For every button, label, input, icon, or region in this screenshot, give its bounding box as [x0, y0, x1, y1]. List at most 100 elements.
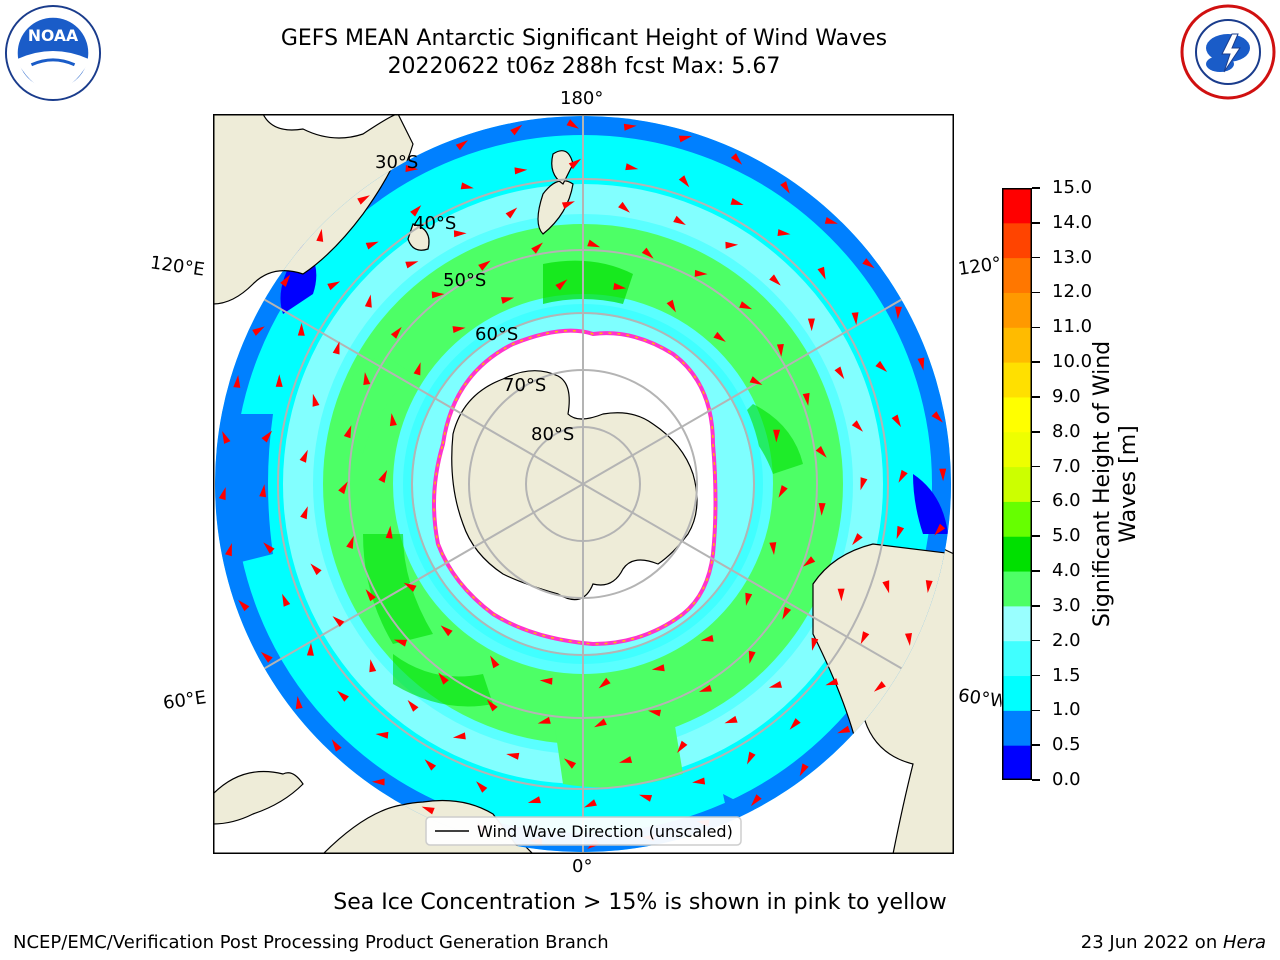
colorbar-tick-mark: [1032, 779, 1040, 781]
colorbar-tick-label: 6.0: [1052, 490, 1081, 512]
wave-direction-arrow: [260, 651, 273, 663]
colorbar-tick-label: 8.0: [1052, 420, 1081, 442]
colorbar-segment: [1002, 675, 1032, 711]
wave-direction-arrow: [824, 217, 838, 224]
wave-direction-arrow: [312, 393, 320, 407]
wave-direction-arrow: [505, 207, 518, 219]
colorbar-tick-label: 15.0: [1052, 177, 1093, 198]
antarctica: [451, 370, 698, 601]
colorbar-segment: [1002, 257, 1032, 293]
wave-direction-arrow: [555, 279, 568, 291]
wave-direction-arrow: [713, 331, 726, 342]
wave-direction-arrow: [725, 241, 739, 249]
wave-direction-arrow: [934, 523, 946, 536]
colorbar-tick-mark: [1032, 187, 1040, 189]
lat-label-40s: 40°S: [413, 213, 456, 234]
colorbar-tick-mark: [1032, 465, 1040, 468]
colorbar-tick-label: 5.0: [1052, 525, 1081, 547]
colorbar-tick-mark: [1032, 709, 1040, 712]
wave-direction-arrow: [455, 140, 468, 151]
wave-direction-arrow: [527, 796, 541, 804]
wave-direction-arrow: [365, 589, 376, 602]
wave-direction-arrow: [233, 375, 241, 388]
wave-direction-arrow: [619, 756, 633, 763]
wave-direction-arrow: [584, 799, 597, 808]
wave-direction-arrow: [364, 294, 372, 308]
colorbar-tick-mark: [1032, 639, 1040, 642]
wave-direction-arrow: [506, 752, 520, 760]
wave-direction-arrow: [739, 301, 753, 310]
wave-direction-arrow: [218, 487, 226, 501]
wave-direction-arrow: [750, 794, 762, 807]
wave-direction-arrow: [410, 205, 422, 217]
wave-direction-arrow: [252, 326, 265, 336]
wave-direction-arrow: [452, 326, 466, 333]
wave-direction-arrow: [613, 282, 627, 290]
wind-wave-arrows: [218, 119, 947, 849]
wave-direction-arrow: [780, 181, 790, 194]
colorbar: [1002, 188, 1032, 780]
wave-direction-arrow: [837, 725, 851, 734]
wave-direction-arrow: [385, 525, 393, 539]
wave-direction-arrow: [460, 182, 474, 190]
wave-direction-arrow: [413, 362, 421, 376]
wave-direction-arrow: [476, 781, 488, 793]
wave-direction-arrow: [799, 763, 809, 777]
lon-label-120e: 120°E: [148, 252, 206, 281]
wave-direction-arrow: [625, 163, 639, 171]
wave-direction-arrow: [873, 681, 886, 692]
wave-direction-arrow: [343, 425, 352, 439]
wave-direction-arrow: [862, 258, 875, 269]
colorbar-segment: [1002, 188, 1032, 224]
wave-direction-arrow: [375, 731, 389, 739]
wave-direction-arrow: [431, 291, 445, 299]
wave-direction-arrow: [882, 580, 890, 594]
wave-direction-arrow: [769, 542, 777, 555]
wave-direction-arrow: [692, 777, 706, 785]
wave-direction-arrow: [259, 484, 267, 498]
colorbar-tick-mark: [1032, 674, 1040, 677]
wave-direction-arrow: [789, 718, 801, 730]
chart-title: GEFS MEAN Antarctic Significant Height o…: [280, 26, 888, 51]
colorbar-segment: [1002, 327, 1032, 363]
wave-direction-arrow: [730, 153, 743, 165]
wave-direction-arrow: [357, 195, 370, 205]
wave-direction-arrow: [490, 655, 500, 669]
wave-direction-arrow: [453, 230, 467, 238]
colorbar-label: Significant Height of Wind Waves [m]: [1090, 340, 1141, 628]
wave-direction-arrow: [371, 778, 385, 786]
wave-direction-arrow: [834, 366, 845, 380]
colorbar-segment: [1002, 396, 1032, 433]
nws-logo-icon: [1180, 4, 1276, 100]
wave-direction-arrow: [698, 684, 712, 692]
footer-host: Hera: [1222, 932, 1266, 953]
wave-direction-arrow: [749, 376, 763, 385]
colorbar-tick-label: 4.0: [1052, 560, 1081, 582]
wave-direction-arrow: [825, 678, 839, 686]
colorbar-tick-label: 1.5: [1052, 664, 1081, 686]
wave-direction-arrow: [745, 592, 753, 606]
lon-label-60e: 60°E: [161, 687, 208, 714]
colorbar-tick-mark: [1032, 431, 1040, 433]
wave-direction-arrow: [678, 175, 690, 188]
wave-direction-arrow: [225, 543, 232, 557]
wave-direction-arrow: [618, 201, 630, 213]
colorbar-tick-mark: [1032, 570, 1040, 572]
wave-direction-arrow: [282, 593, 291, 607]
wave-direction-arrow: [310, 563, 322, 576]
wave-direction-arrow: [776, 344, 784, 357]
wave-direction-arrow: [925, 580, 933, 593]
colorbar-tick-mark: [1032, 500, 1040, 503]
colorbar-tick-label: 0.5: [1052, 734, 1081, 756]
wave-direction-arrow: [393, 639, 407, 647]
wave-direction-arrow: [769, 274, 781, 286]
wave-direction-arrow: [875, 360, 888, 372]
colorbar-segment: [1002, 605, 1032, 642]
colorbar-segment: [1002, 640, 1032, 677]
wave-direction-arrow: [275, 374, 283, 387]
colorbar-tick-mark: [1032, 222, 1040, 224]
footer-branch: NCEP/EMC/Verification Post Processing Pr…: [13, 932, 609, 953]
colorbar-tick-label: 13.0: [1052, 246, 1093, 268]
wave-direction-arrow: [501, 297, 515, 304]
wave-direction-arrow: [748, 650, 756, 664]
